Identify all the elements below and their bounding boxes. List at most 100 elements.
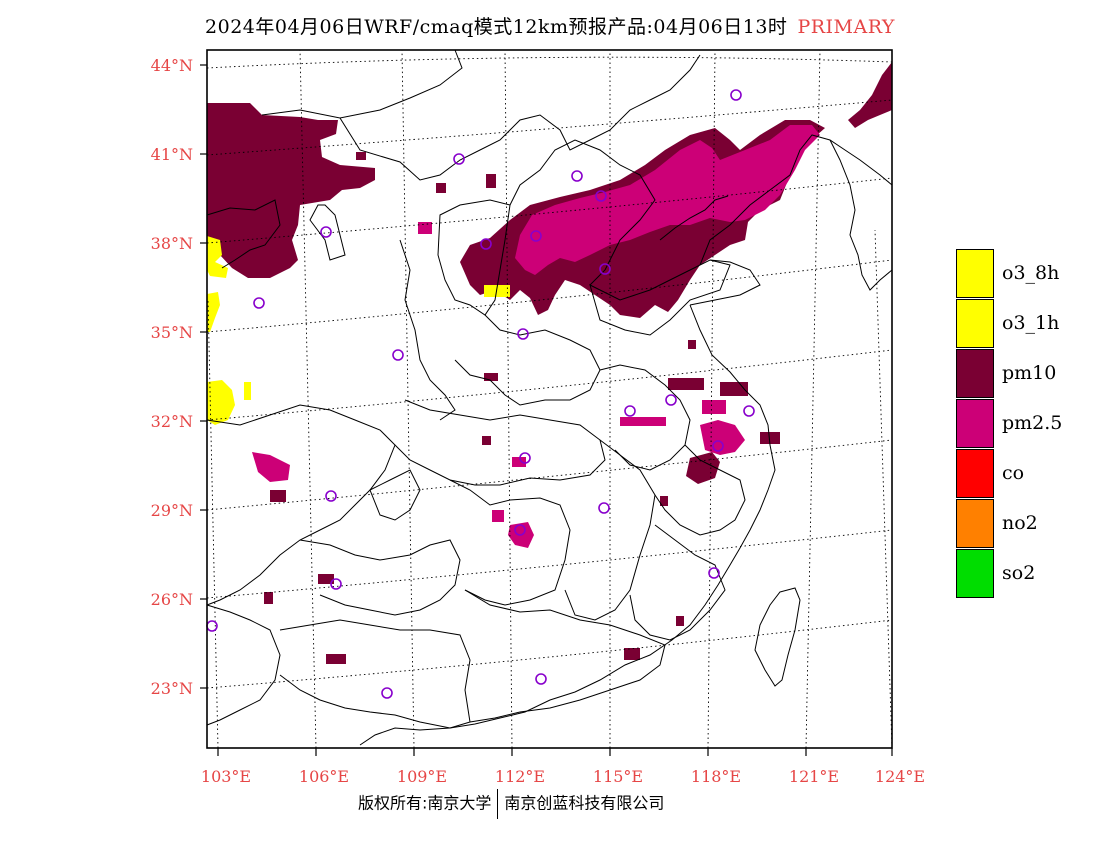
legend-label: o3_1h (1002, 312, 1060, 334)
station-layer (206, 89, 755, 699)
legend: o3_8h o3_1h pm10 pm2.5 co no2 so2 (956, 249, 1096, 599)
parallel-29 (206, 439, 893, 511)
lat-label: 35°N (151, 323, 193, 342)
copyright-left: 版权所有:南京大学 (358, 793, 492, 813)
o3-area-west-2 (207, 292, 220, 332)
pollution-layer (207, 62, 892, 664)
legend-label: pm10 (1002, 362, 1057, 384)
pm10-spot-jiangsu-1 (668, 378, 704, 390)
legend-item-no2: no2 (956, 499, 1096, 549)
chongqing-border (369, 469, 421, 521)
legend-label: no2 (1002, 512, 1038, 534)
lat-label: 41°N (151, 145, 193, 164)
lat-label: 44°N (151, 56, 193, 75)
legend-label: pm2.5 (1002, 412, 1063, 434)
plot-frame (206, 49, 893, 749)
pm25-area-sichuan (252, 452, 290, 482)
taiwan-coast (754, 587, 801, 687)
station-marker (595, 190, 607, 202)
station-marker (453, 153, 465, 165)
pm10-area-zhejiang (686, 452, 720, 484)
parallel-35 (206, 259, 893, 333)
pm25-spot-anhui-1 (620, 417, 666, 426)
guangxi-border (279, 619, 471, 729)
pm25-spot-shanxi (418, 222, 432, 234)
meridian-121 (805, 49, 821, 749)
station-marker (535, 673, 547, 685)
parallel-38 (206, 177, 893, 244)
station-marker (320, 226, 332, 238)
pm10-spot-sichuan (270, 490, 286, 502)
coastline-bohai (659, 195, 729, 241)
station-marker (743, 405, 755, 417)
sichuan-border (206, 404, 396, 606)
pm10-spot-shaanxi (484, 373, 498, 381)
legend-swatch (956, 349, 994, 398)
station-marker (665, 394, 677, 406)
station-marker (381, 687, 393, 699)
meridian-118 (707, 49, 716, 749)
legend-swatch (956, 549, 994, 598)
station-marker (517, 328, 529, 340)
legend-item-so2: so2 (956, 549, 1096, 599)
pm10-spot-fujian (676, 616, 684, 626)
legend-label: so2 (1002, 562, 1036, 584)
meridian-106 (299, 49, 317, 749)
station-marker (519, 452, 531, 464)
yunnan-border (206, 604, 281, 726)
hebei-border (509, 139, 656, 286)
meridian-109 (401, 49, 415, 749)
meridian-112 (504, 49, 513, 749)
legend-item-pm25: pm2.5 (956, 399, 1096, 449)
lat-label: 29°N (151, 501, 193, 520)
lon-label: 106°E (299, 767, 349, 786)
station-marker (325, 490, 337, 502)
shanxi-border (437, 199, 511, 316)
coastline-north (699, 134, 893, 266)
pm10-area-northwest (207, 103, 375, 278)
legend-item-o3-1h: o3_1h (956, 299, 1096, 349)
station-marker (571, 170, 583, 182)
legend-item-co: co (956, 449, 1096, 499)
map-title: 2024年04月06日WRF/cmaq模式12km预报产品:04月06日13时 P… (0, 12, 1100, 39)
station-marker (480, 238, 492, 250)
lat-label: 23°N (151, 679, 193, 698)
lat-labels: 44°N 41°N 38°N 35°N 32°N 29°N 26°N 23°N (151, 56, 193, 698)
legend-swatch (956, 449, 994, 498)
gansu-qinghai-border (206, 199, 281, 269)
pm10-spot-hebei (436, 183, 446, 193)
station-marker (624, 405, 636, 417)
lon-label: 118°E (691, 767, 741, 786)
copyright-footer: 版权所有:南京大学 南京创蓝科技有限公司 (358, 789, 664, 819)
lat-label: 32°N (151, 412, 193, 431)
station-marker (712, 440, 724, 452)
pm10-spot-yunnan (264, 592, 273, 604)
lon-label: 103°E (201, 767, 251, 786)
zhejiang-border (654, 444, 746, 536)
parallel-44 (206, 56, 893, 69)
lon-label: 115°E (593, 767, 643, 786)
jiangxi-border (564, 439, 656, 621)
pm25-spot-hunan-2 (492, 510, 504, 522)
parallel-26 (206, 529, 893, 599)
lat-axis (200, 64, 207, 689)
station-marker (730, 89, 742, 101)
station-marker (530, 230, 542, 242)
pm25-spot-anhui-2 (702, 400, 726, 414)
anhui-border (599, 364, 691, 471)
station-marker (598, 502, 610, 514)
pm10-spot-henan (688, 340, 696, 349)
meridian-103 (207, 299, 219, 749)
station-marker (330, 578, 342, 590)
legend-item-pm10: pm10 (956, 349, 1096, 399)
lon-label: 124°E (875, 767, 925, 786)
pm10-area-northeast (848, 62, 892, 128)
title-text: 2024年04月06日WRF/cmaq模式12km预报产品:04月06日13时 (205, 16, 788, 38)
lon-label: 109°E (397, 767, 447, 786)
station-marker (514, 524, 526, 536)
pm10-spot-shanxi-north (486, 174, 496, 188)
northern-border (261, 49, 463, 119)
lon-axis (217, 748, 893, 756)
hubei-border (394, 399, 606, 486)
